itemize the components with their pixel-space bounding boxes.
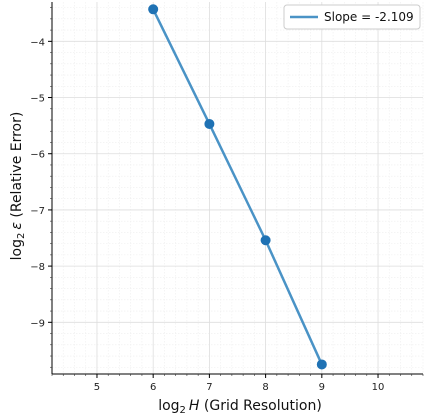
y-tick-label: −4 [30,37,45,48]
x-axis-label: log2 H (Grid Resolution) [158,398,322,416]
legend-label: Slope = -2.109 [324,10,414,24]
data-point [148,4,159,15]
x-tick-label: 6 [150,382,156,393]
data-point [316,359,327,370]
series [148,4,327,370]
series-line [152,8,323,365]
x-tick-label: 9 [319,382,325,393]
data-point [204,118,215,129]
ticks: 5 6 7 8 9 10 −4 −5 −6 −7 −8 −9 [30,7,424,393]
major-grid [52,2,423,374]
y-tick-label: −6 [30,150,45,161]
legend: Slope = -2.109 [283,4,421,30]
x-tick-label: 8 [262,382,268,393]
y-axis-label: log2ε (Relative Error) [9,112,27,261]
y-tick-label: −5 [30,94,45,105]
y-tick-label: −7 [30,206,45,217]
x-tick-label: 5 [94,382,100,393]
x-tick-label: 10 [372,382,385,393]
legend-box [283,4,421,30]
x-tick-label: 7 [206,382,212,393]
y-tick-label: −8 [30,262,45,273]
data-point [260,235,271,246]
y-tick-label: −9 [30,318,45,329]
